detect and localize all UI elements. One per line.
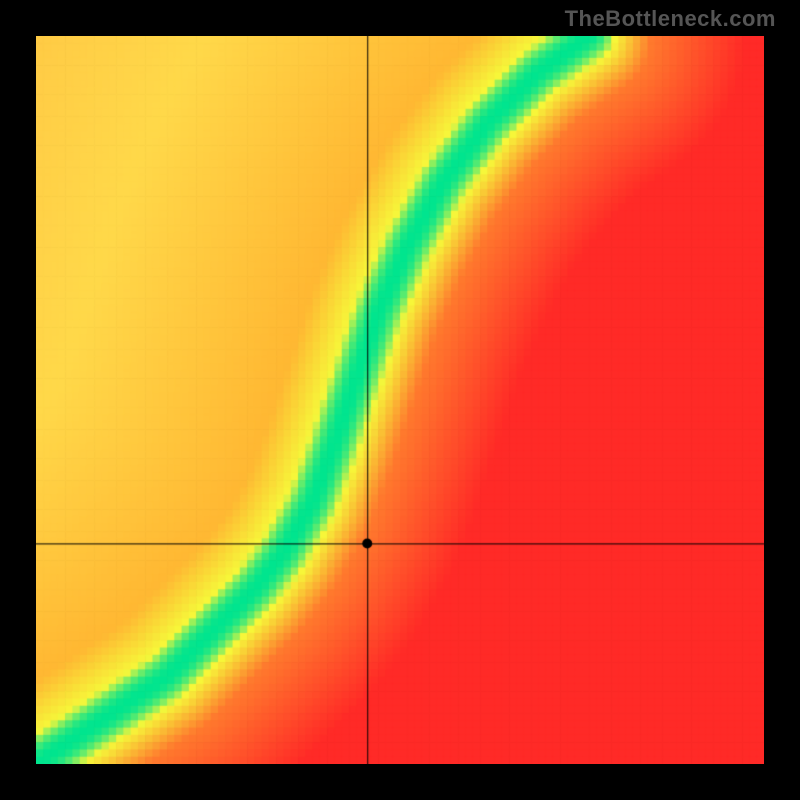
chart-container: TheBottleneck.com	[0, 0, 800, 800]
watermark-text: TheBottleneck.com	[565, 6, 776, 32]
bottleneck-heatmap	[36, 36, 764, 764]
